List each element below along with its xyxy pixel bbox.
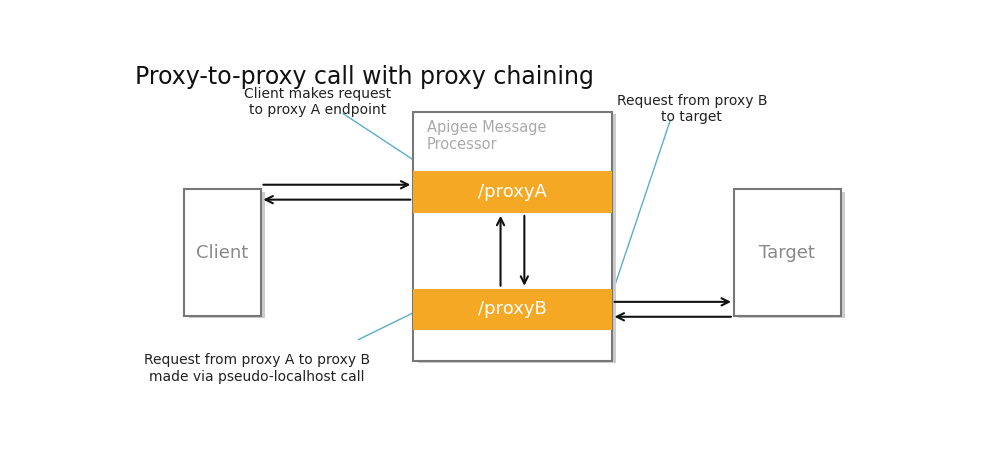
Bar	[739, 192, 845, 318]
Text: Proxy-to-proxy call with proxy chaining: Proxy-to-proxy call with proxy chaining	[135, 65, 593, 89]
Bar	[734, 190, 841, 315]
Text: Request from proxy B
to target: Request from proxy B to target	[617, 94, 767, 124]
Text: /proxyB: /proxyB	[478, 300, 547, 318]
Bar	[414, 171, 612, 213]
Bar	[414, 112, 612, 361]
Text: Client: Client	[196, 243, 248, 262]
Bar	[414, 289, 612, 330]
Bar	[418, 114, 617, 363]
Text: Target: Target	[759, 243, 816, 262]
Bar	[184, 190, 260, 315]
Bar	[189, 192, 265, 318]
Text: Client makes request
to proxy A endpoint: Client makes request to proxy A endpoint	[244, 87, 391, 117]
Text: /proxyA: /proxyA	[478, 183, 547, 201]
Text: Apigee Message
Processor: Apigee Message Processor	[427, 120, 547, 153]
Text: Request from proxy A to proxy B
made via pseudo-localhost call: Request from proxy A to proxy B made via…	[144, 353, 369, 384]
